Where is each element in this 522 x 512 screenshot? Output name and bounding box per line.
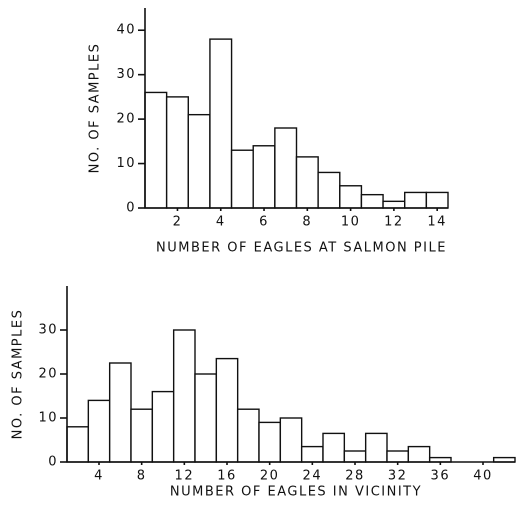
x-tick-label: 14 [427,215,447,230]
x-tick-label: 36 [431,469,451,484]
bar [295,156,319,209]
bar [172,329,196,463]
y-tick-label: 20 [116,112,136,127]
bar [252,145,276,209]
bar [215,357,239,463]
bar [236,408,260,463]
bar [87,399,111,463]
bar [165,96,189,209]
bar [108,362,132,463]
x-tick-label: 6 [259,215,269,230]
bar [386,450,410,463]
x-tick-label: 12 [175,469,195,484]
x-tick-label: 28 [345,469,365,484]
x-tick-label: 20 [260,469,280,484]
x-tick-label: 4 [216,215,226,230]
bar [317,171,341,209]
y-tick-label: 30 [38,323,58,338]
bar [279,417,303,463]
x-tick-label: 10 [341,215,361,230]
bar [130,408,154,463]
y-tick-label: 0 [126,201,136,216]
bar [382,200,406,209]
y-axis-label: NO. OF SAMPLES [11,309,26,440]
bar [230,149,254,209]
x-tick-label: 24 [303,469,323,484]
y-axis-label: NO. OF SAMPLES [88,43,103,174]
bar [187,113,211,209]
bar [322,432,346,463]
bar [151,390,175,463]
x-tick-label: 12 [384,215,404,230]
x-tick-label: 8 [137,469,147,484]
y-tick-label: 10 [38,411,58,426]
bar [209,38,233,209]
x-tick-label: 16 [217,469,237,484]
bar [407,445,431,463]
bar [339,185,363,209]
bar [364,432,388,463]
x-tick-label: 8 [302,215,312,230]
bar [258,421,282,463]
bar [425,191,449,209]
y-tick-label: 10 [116,156,136,171]
bar [360,193,384,209]
y-tick-label: 20 [38,367,58,382]
y-tick-label: 30 [116,67,136,82]
bar [144,91,168,209]
x-axis-label: NUMBER OF EAGLES IN VICINITY [170,485,422,500]
x-tick-label: 32 [388,469,408,484]
x-tick-label: 4 [94,469,104,484]
bar [66,426,90,463]
x-axis-label: NUMBER OF EAGLES AT SALMON PILE [156,241,447,256]
bar [404,191,428,209]
y-tick-label: 0 [48,455,58,470]
x-tick-label: 40 [473,469,493,484]
bar [274,127,298,209]
y-tick-label: 40 [116,23,136,38]
x-tick-label: 2 [173,215,183,230]
bar [343,450,367,463]
bar [300,445,324,463]
bar [194,373,218,463]
